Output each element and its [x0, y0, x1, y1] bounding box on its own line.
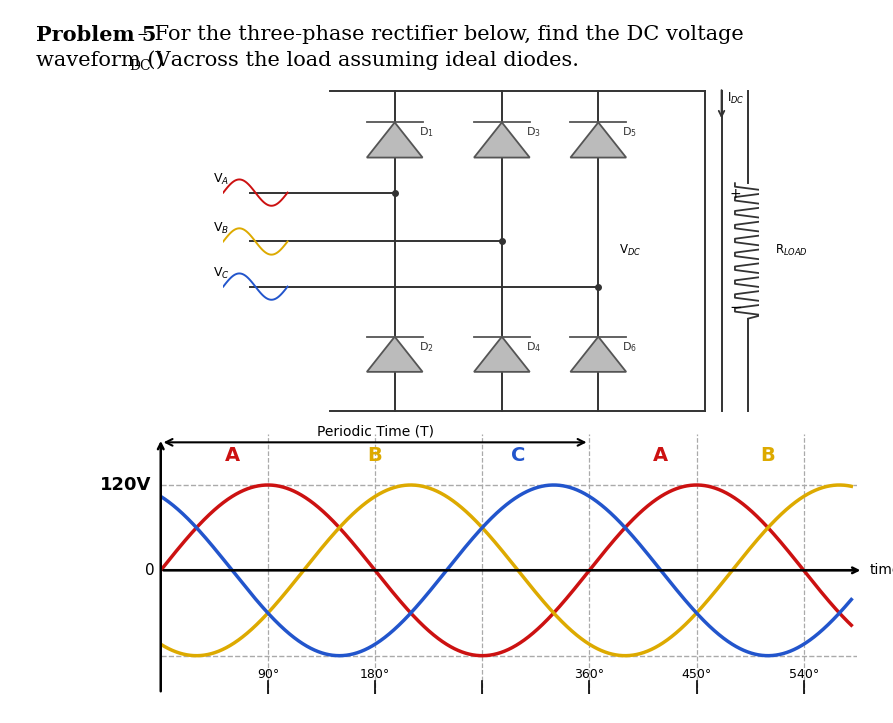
Text: 0: 0 [146, 562, 154, 578]
Text: V$_B$: V$_B$ [213, 221, 229, 236]
Text: V$_C$: V$_C$ [213, 266, 230, 281]
Text: A: A [225, 445, 239, 465]
Text: B: B [761, 445, 775, 465]
Text: waveform (V: waveform (V [36, 51, 171, 69]
Text: 360°: 360° [574, 668, 605, 681]
Text: D$_6$: D$_6$ [622, 340, 638, 354]
Polygon shape [571, 122, 626, 158]
Polygon shape [571, 337, 626, 372]
Text: D$_4$: D$_4$ [526, 340, 541, 354]
Text: 450°: 450° [681, 668, 712, 681]
Text: DC: DC [129, 59, 151, 73]
Text: D$_3$: D$_3$ [526, 126, 541, 140]
Text: A: A [654, 445, 668, 465]
Text: ) across the load assuming ideal diodes.: ) across the load assuming ideal diodes. [156, 51, 580, 70]
Text: B: B [368, 445, 382, 465]
Text: 90°: 90° [257, 668, 279, 681]
Text: C: C [511, 445, 525, 465]
Text: I$_{DC}$: I$_{DC}$ [727, 91, 745, 106]
Polygon shape [474, 337, 530, 372]
Text: time: time [869, 563, 893, 578]
Text: −: − [730, 300, 742, 315]
Text: R$_{LOAD}$: R$_{LOAD}$ [775, 244, 808, 258]
Text: 540°: 540° [789, 668, 819, 681]
Polygon shape [367, 337, 422, 372]
Text: D$_5$: D$_5$ [622, 126, 638, 140]
Polygon shape [367, 122, 422, 158]
Text: D$_2$: D$_2$ [419, 340, 434, 354]
Text: 120V: 120V [100, 476, 151, 494]
Text: V$_A$: V$_A$ [213, 172, 229, 187]
Text: +: + [730, 187, 741, 202]
Text: – For the three-phase rectifier below, find the DC voltage: – For the three-phase rectifier below, f… [131, 25, 744, 44]
Text: D$_1$: D$_1$ [419, 126, 434, 140]
Text: V$_{DC}$: V$_{DC}$ [619, 244, 641, 258]
Polygon shape [474, 122, 530, 158]
Text: 180°: 180° [360, 668, 390, 681]
Text: Problem 5: Problem 5 [36, 25, 156, 46]
Text: Periodic Time (T): Periodic Time (T) [316, 424, 434, 438]
